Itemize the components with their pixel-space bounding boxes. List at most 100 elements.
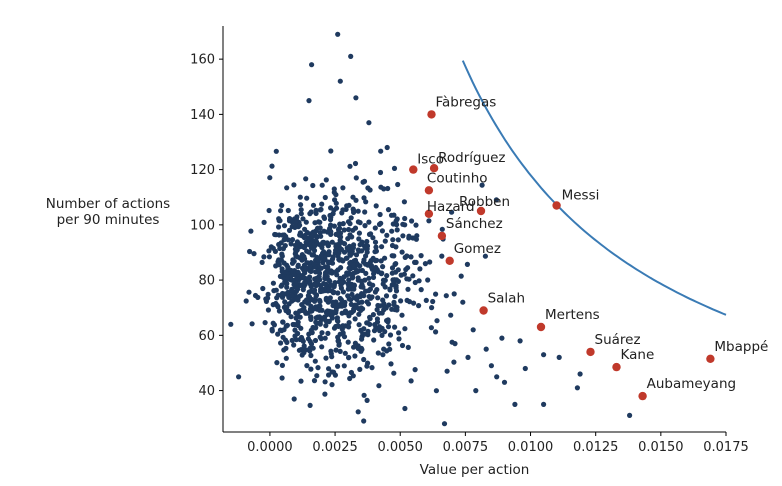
data-point: [285, 276, 291, 282]
data-point: [284, 304, 290, 310]
data-point: [347, 163, 353, 169]
data-point: [399, 342, 406, 349]
data-point: [293, 223, 299, 229]
data-point: [350, 245, 356, 251]
data-point: [319, 182, 325, 188]
y-axis-label: per 90 minutes: [57, 212, 160, 228]
data-point: [541, 401, 547, 407]
data-point: [400, 233, 406, 239]
x-tick-label: 0.0075: [443, 440, 489, 455]
highlight-point: [427, 110, 436, 119]
data-point: [395, 237, 401, 243]
player-label: Hazard: [427, 199, 475, 215]
data-point: [349, 291, 355, 297]
data-point: [376, 221, 383, 227]
data-point: [384, 144, 390, 151]
data-point: [356, 230, 362, 236]
data-point: [344, 255, 350, 261]
data-point: [283, 355, 289, 361]
data-point: [288, 241, 294, 247]
data-point: [294, 247, 300, 253]
data-point: [273, 148, 279, 154]
data-point: [366, 275, 372, 281]
data-point: [289, 292, 295, 298]
data-point: [367, 314, 373, 320]
data-point: [363, 288, 369, 294]
data-point: [329, 382, 335, 388]
data-point: [375, 295, 381, 301]
data-point: [541, 352, 547, 358]
x-tick-label: 0.0100: [508, 440, 554, 455]
player-label: Kane: [621, 347, 655, 363]
data-point: [368, 295, 374, 301]
data-point: [303, 176, 309, 182]
x-tick-label: 0.0000: [247, 440, 293, 455]
data-point: [391, 370, 397, 376]
data-point: [273, 300, 279, 307]
data-point: [310, 202, 317, 208]
data-point: [378, 184, 384, 190]
data-point: [361, 195, 367, 201]
data-point: [313, 207, 319, 213]
data-point: [317, 242, 323, 248]
data-point: [285, 266, 291, 272]
data-point: [334, 317, 340, 324]
highlight-point: [429, 164, 439, 173]
data-point: [302, 256, 308, 262]
data-point: [278, 340, 284, 346]
data-point: [275, 261, 281, 267]
data-point: [357, 242, 363, 248]
data-point: [302, 232, 308, 238]
data-point: [384, 273, 390, 279]
data-point: [307, 306, 314, 312]
data-point: [338, 265, 344, 271]
data-point: [284, 281, 290, 287]
data-point: [303, 265, 309, 271]
data-point: [337, 237, 343, 243]
data-point: [417, 266, 423, 272]
y-tick-label: 140: [190, 108, 215, 123]
data-point: [323, 177, 329, 183]
data-point: [428, 325, 434, 331]
data-point: [277, 273, 283, 279]
data-point: [414, 233, 420, 239]
data-point: [322, 391, 328, 397]
data-point: [364, 397, 370, 403]
data-point: [311, 378, 318, 384]
data-point: [465, 354, 471, 360]
data-point: [385, 185, 391, 192]
data-point: [382, 284, 388, 290]
highlight-point: [424, 209, 434, 218]
data-point: [366, 231, 373, 237]
data-point: [280, 319, 286, 325]
data-point: [379, 244, 385, 250]
data-point: [276, 257, 282, 263]
data-point: [323, 271, 329, 277]
data-point: [391, 302, 397, 308]
data-point: [350, 207, 357, 213]
data-point: [261, 219, 267, 225]
data-point: [310, 345, 316, 351]
data-point: [281, 327, 287, 333]
data-point: [355, 219, 361, 225]
data-point: [328, 229, 334, 235]
data-point: [402, 326, 408, 332]
data-point: [366, 120, 372, 126]
data-point: [260, 285, 266, 292]
data-point: [307, 264, 313, 270]
data-point: [299, 252, 305, 258]
data-point: [366, 219, 372, 225]
data-point: [355, 409, 361, 415]
data-point: [318, 206, 324, 213]
data-point: [276, 224, 282, 230]
data-point: [298, 202, 304, 208]
data-point: [356, 236, 362, 242]
data-point: [479, 182, 485, 188]
data-point: [390, 277, 396, 283]
data-point: [335, 334, 341, 340]
data-point: [341, 363, 347, 369]
data-point: [331, 325, 338, 331]
data-point: [326, 260, 332, 266]
data-point: [464, 261, 470, 267]
data-point: [297, 314, 303, 320]
